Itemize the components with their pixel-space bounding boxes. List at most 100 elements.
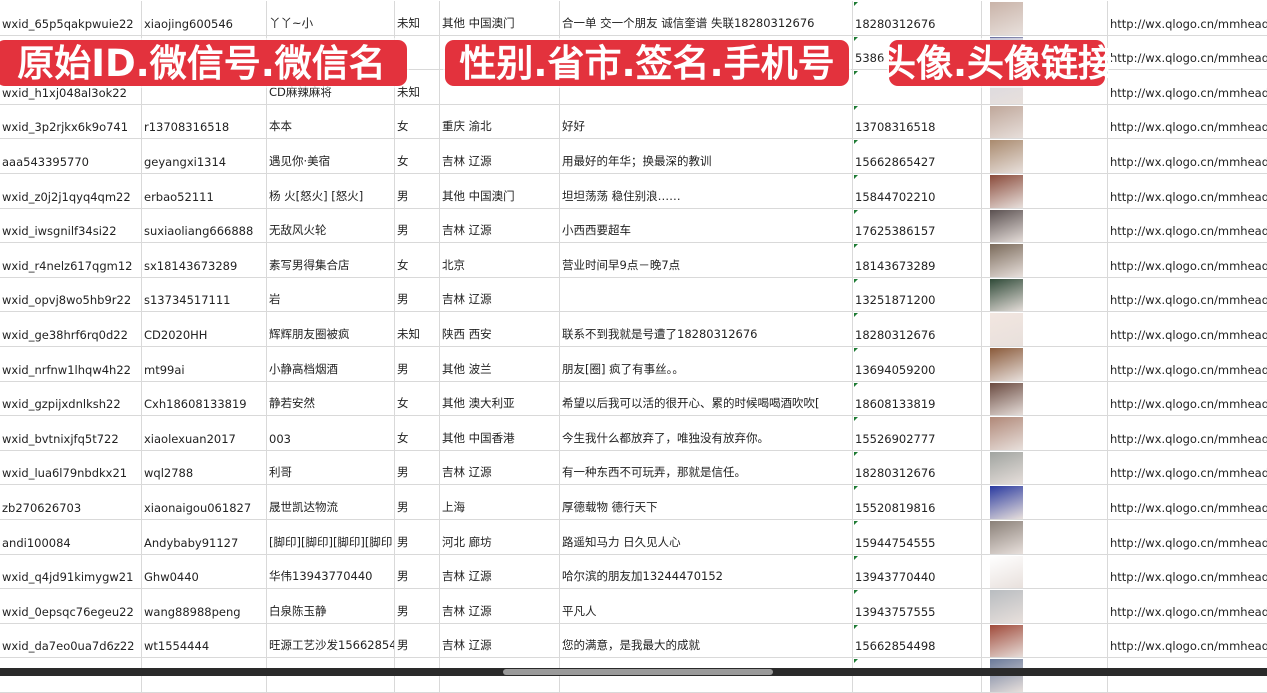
gender-cell[interactable]: 女 [395,416,440,450]
avatar-url-cell[interactable]: http://wx.qlogo.cn/mmhead [1110,154,1267,169]
wechat-id-cell[interactable]: Ghw0440 [142,554,267,589]
avatar-url-cell[interactable]: http://wx.qlogo.cn/mmhead [1110,293,1267,308]
avatar-url-cell[interactable]: http://wx.qlogo.cn/mmhead [1110,604,1267,619]
region-cell[interactable]: 北京 [440,243,560,277]
avatar-cell[interactable] [982,208,1108,243]
original-id-cell[interactable]: wxid_z0j2j1qyq4qm22 [0,173,142,208]
original-id-cell[interactable]: wxid_3p2rjkx6k9o741 [0,104,142,139]
gender-cell[interactable]: 女 [395,381,440,416]
gender-cell[interactable]: 女 [395,139,440,173]
wechat-name-cell[interactable]: 辉辉朋友圈被疯 [267,312,395,346]
avatar-cell[interactable] [982,519,1108,554]
original-id-cell[interactable]: wxid_gzpijxdnlksh22 [0,381,142,416]
original-id-cell[interactable]: wxid_65p5qakpwuie22 [0,1,142,35]
avatar-url-cell[interactable]: http://wx.qlogo.cn/mmhead [1110,535,1267,550]
gender-cell[interactable]: 女 [395,243,440,277]
wechat-name-cell[interactable]: 利哥 [267,450,395,485]
original-id-cell[interactable]: wxid_nrfnw1lhqw4h22 [0,346,142,381]
region-cell[interactable] [440,70,560,104]
signature-cell[interactable]: 朋友[圈] 疯了有事丝。。 [560,346,853,381]
gender-cell[interactable]: 男 [395,277,440,312]
phone-cell[interactable]: 18280312676 [853,312,982,346]
region-cell[interactable]: 其他 中国澳门 [440,1,560,35]
original-id-cell[interactable]: wxid_lua6l79nbdkx21 [0,450,142,485]
signature-cell[interactable] [560,35,853,70]
region-cell[interactable]: 吉林 辽源 [440,277,560,312]
wechat-name-cell[interactable]: 静若安然 [267,381,395,416]
region-cell[interactable]: 吉林 辽源 [440,139,560,173]
original-id-cell[interactable]: wxid_ge38hrf6rq0d22 [0,312,142,346]
avatar-cell[interactable] [982,104,1108,139]
region-cell[interactable]: 吉林 辽源 [440,623,560,658]
phone-cell[interactable]: 13251871200 [853,277,982,312]
signature-cell[interactable]: 用最好的年华；换最深的教训 [560,139,853,173]
gender-cell[interactable] [395,35,440,70]
gender-cell[interactable]: 男 [395,450,440,485]
gender-cell[interactable]: 女 [395,104,440,139]
original-id-cell[interactable]: aaa543395770 [0,139,142,173]
wechat-id-cell[interactable]: Andybaby91127 [142,519,267,554]
signature-cell[interactable]: 好好 [560,104,853,139]
original-id-cell[interactable]: wxid_da7eo0ua7d6z22 [0,623,142,658]
signature-cell[interactable] [560,70,853,104]
region-cell[interactable]: 吉林 辽源 [440,589,560,623]
avatar-url-cell[interactable]: http://wx.qlogo.cn/mmhead [1110,189,1267,204]
phone-cell[interactable]: 15520819816 [853,485,982,519]
avatar-url-cell[interactable]: http://wx.qlogo.cn/mmhead [1110,570,1267,585]
wechat-name-cell[interactable]: 岩 [267,277,395,312]
avatar-url-cell[interactable]: http://wx.qlogo.cn/mmhead [1110,51,1267,66]
phone-cell[interactable]: 13943770440 [853,554,982,589]
wechat-name-cell[interactable]: 003 [267,416,395,450]
avatar-cell[interactable] [982,139,1108,173]
avatar-url-cell[interactable]: http://wx.qlogo.cn/mmhead [1110,466,1267,481]
avatar-url-cell[interactable]: http://wx.qlogo.cn/mmhead [1110,258,1267,273]
gender-cell[interactable]: 男 [395,346,440,381]
signature-cell[interactable]: 您的满意，是我最大的成就 [560,623,853,658]
gender-cell[interactable]: 未知 [395,70,440,104]
original-id-cell[interactable]: andi100084 [0,519,142,554]
original-id-cell[interactable]: wxid_opvj8wo5hb9r22 [0,277,142,312]
gender-cell[interactable]: 男 [395,623,440,658]
avatar-cell[interactable] [982,381,1108,416]
wechat-id-cell[interactable]: suxiaoliang666888 [142,208,267,243]
signature-cell[interactable]: 今生我什么都放弃了，唯独没有放弃你。 [560,416,853,450]
wechat-id-cell[interactable]: geyangxi1314 [142,139,267,173]
wechat-name-cell[interactable]: 旺源工艺沙发15662854 [267,623,395,658]
avatar-cell[interactable] [982,173,1108,208]
original-id-cell[interactable]: wxid_0epsqc76egeu22 [0,589,142,623]
gender-cell[interactable]: 未知 [395,312,440,346]
avatar-cell[interactable] [982,623,1108,658]
region-cell[interactable]: 吉林 辽源 [440,450,560,485]
avatar-url-cell[interactable]: http://wx.qlogo.cn/mmhead [1110,397,1267,412]
wechat-name-cell[interactable]: 素写男得集合店 [267,243,395,277]
region-cell[interactable]: 其他 中国香港 [440,416,560,450]
gender-cell[interactable]: 男 [395,173,440,208]
wechat-name-cell[interactable]: 丫丫~小 [267,1,395,35]
wechat-id-cell[interactable] [142,70,267,104]
signature-cell[interactable]: 小西西要超车 [560,208,853,243]
avatar-url-cell[interactable]: http://wx.qlogo.cn/mmhead [1110,500,1267,515]
original-id-cell[interactable]: wxid_iwsgnilf34si22 [0,208,142,243]
wechat-name-cell[interactable]: 白泉陈玉静 [267,589,395,623]
wechat-name-cell[interactable]: 遇见你·美宿 [267,139,395,173]
wechat-name-cell[interactable]: CD麻辣麻将 [267,70,395,104]
region-cell[interactable]: 其他 波兰 [440,346,560,381]
wechat-id-cell[interactable]: wang88988peng [142,589,267,623]
signature-cell[interactable]: 哈尔滨的朋友加13244470152 [560,554,853,589]
wechat-name-cell[interactable]: 本本 [267,104,395,139]
avatar-cell[interactable] [982,485,1108,519]
region-cell[interactable]: 河北 廊坊 [440,519,560,554]
avatar-cell[interactable] [982,312,1108,346]
signature-cell[interactable]: 路遥知马力 日久见人心 [560,519,853,554]
wechat-id-cell[interactable]: xiaojing600546 [142,1,267,35]
avatar-cell[interactable] [982,1,1108,35]
wechat-name-cell[interactable]: 杨 火[怒火] [怒火] [267,173,395,208]
phone-cell[interactable]: 13694059200 [853,346,982,381]
gender-cell[interactable]: 男 [395,554,440,589]
signature-cell[interactable]: 联系不到我就是号遭了18280312676 [560,312,853,346]
original-id-cell[interactable]: wxid_q4jd91kimygw21 [0,554,142,589]
avatar-cell[interactable] [982,589,1108,623]
wechat-id-cell[interactable]: s13734517111 [142,277,267,312]
region-cell[interactable]: 吉林 辽源 [440,554,560,589]
avatar-url-cell[interactable]: http://wx.qlogo.cn/mmhead [1110,639,1267,654]
